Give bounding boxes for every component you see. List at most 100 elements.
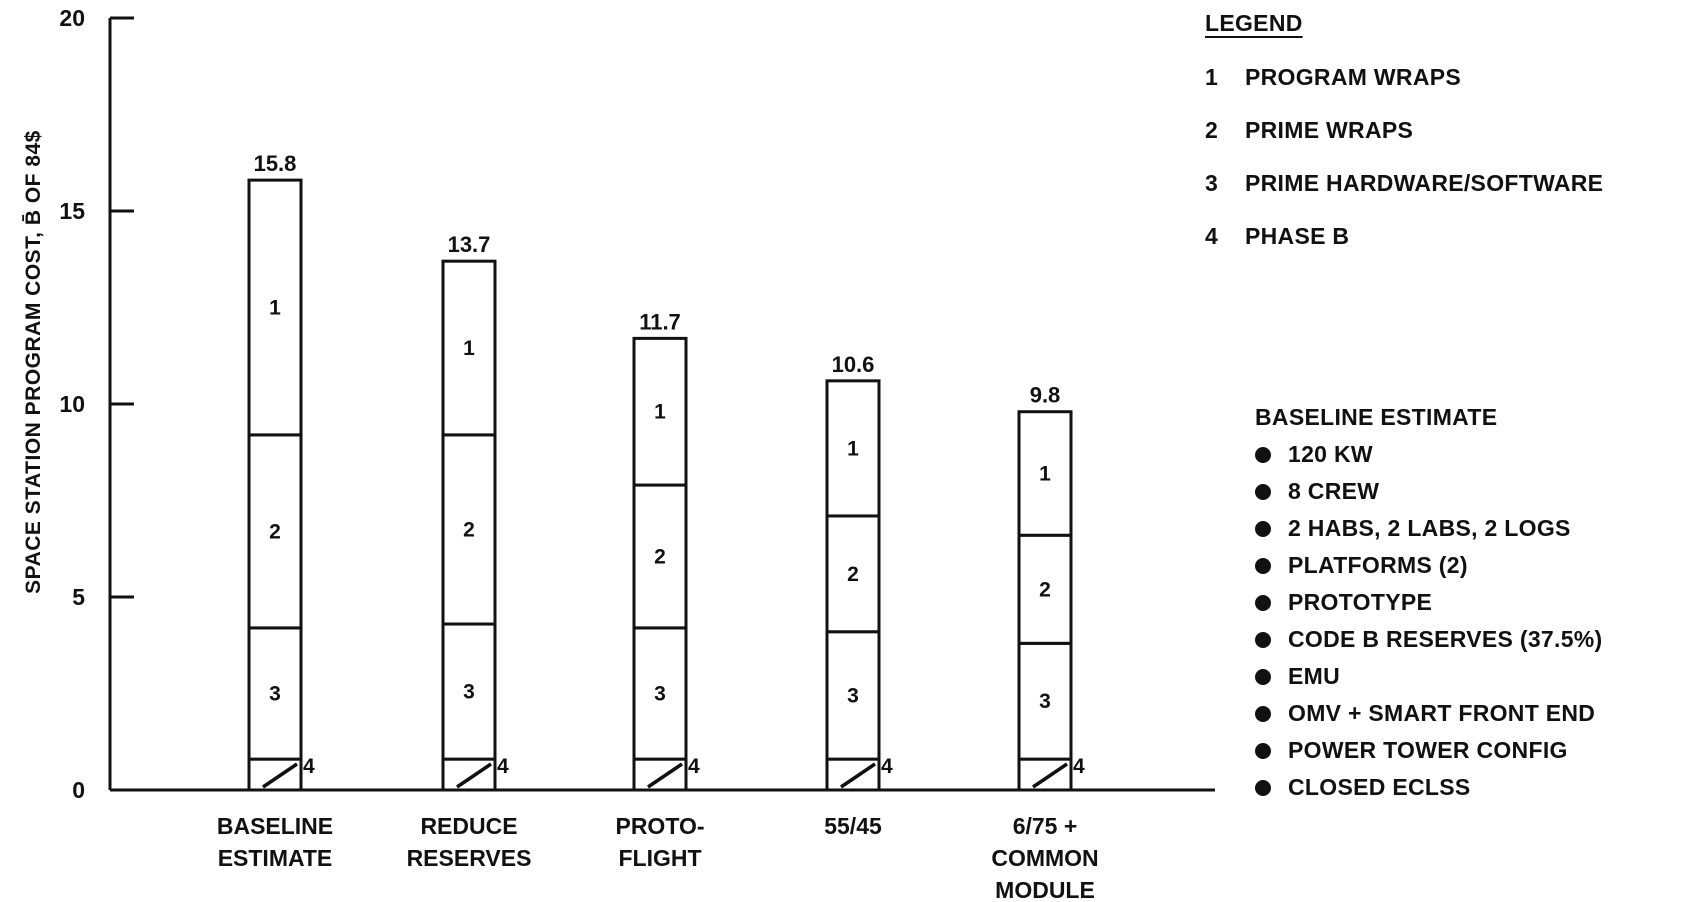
segment-label: 3 (463, 681, 475, 704)
bar-segment (1017, 757, 1073, 792)
legend-item: 1 PROGRAM WRAPS (1205, 51, 1603, 104)
segment-label: 4 (303, 755, 315, 778)
legend-label: PRIME HARDWARE/SOFTWARE (1245, 170, 1604, 196)
legend-key: 3 (1205, 170, 1219, 196)
bar-total-label: 10.6 (832, 352, 875, 377)
bar-segment (632, 336, 688, 487)
legend-label: PHASE B (1245, 223, 1350, 249)
bar-total-label: 9.8 (1030, 383, 1061, 408)
baseline-item: EMU (1255, 658, 1603, 695)
baseline-item: CLOSED ECLSS (1255, 769, 1603, 806)
segment-label: 4 (1073, 755, 1085, 778)
segment-pointer (840, 762, 876, 789)
segment-pointer (1032, 762, 1068, 789)
bar-segment (441, 259, 497, 437)
baseline-item: CODE B RESERVES (37.5%) (1255, 621, 1603, 658)
x-tick-label: MODULE (995, 877, 1095, 902)
segment-label: 1 (847, 437, 859, 460)
baseline-item: PLATFORMS (2) (1255, 547, 1603, 584)
baseline-item-text: CODE B RESERVES (37.5%) (1288, 626, 1603, 652)
segment-label: 3 (1039, 690, 1051, 713)
x-tick-label: RESERVES (407, 845, 532, 871)
baseline-item: 2 HABS, 2 LABS, 2 LOGS (1255, 510, 1603, 547)
bullet-icon (1255, 483, 1271, 500)
y-tick-label: 20 (59, 5, 85, 31)
bar-stack: 4 3 2 1 11.7 (632, 309, 700, 792)
baseline-item: 120 KW (1255, 436, 1603, 473)
bar-total-label: 13.7 (448, 232, 491, 257)
bar-total-label: 15.8 (254, 151, 297, 176)
x-tick-label: PROTO- (615, 813, 704, 839)
segment-label: 2 (847, 563, 859, 586)
segment-label: 2 (654, 545, 666, 568)
segment-label: 4 (497, 755, 509, 778)
bar-segment (825, 630, 881, 761)
baseline-item: 8 CREW (1255, 473, 1603, 510)
baseline-item-text: EMU (1288, 663, 1341, 689)
segment-label: 3 (847, 684, 859, 707)
y-tick-label: 0 (72, 777, 85, 803)
x-tick-label: FLIGHT (618, 845, 701, 871)
segment-pointer (456, 762, 492, 789)
bullet-icon (1255, 631, 1271, 648)
x-tick-label: BASELINE (217, 813, 333, 839)
segment-label: 3 (269, 683, 281, 706)
bullet-icon (1255, 594, 1271, 611)
baseline-item-text: OMV + SMART FRONT END (1288, 700, 1596, 726)
bar-segment (632, 626, 688, 761)
baseline-item: PROTOTYPE (1255, 584, 1603, 621)
bar-stack: 4 3 2 1 9.8 (1017, 383, 1085, 792)
bar-segment (247, 178, 303, 437)
x-tick-label: ESTIMATE (218, 845, 333, 871)
bar-segment (632, 757, 688, 792)
bars: 4 3 2 1 15.8 4 3 2 1 13.7 4 3 2 1 11.7 4 3 2 1 10.6 4 3 2 1 9.8 (247, 151, 1085, 792)
x-tick-label: 55/45 (824, 813, 882, 839)
segment-label: 3 (654, 683, 666, 706)
bullet-icon (1255, 668, 1271, 685)
segment-label: 4 (881, 755, 893, 778)
baseline-item-text: POWER TOWER CONFIG (1288, 737, 1568, 763)
legend-item: 2 PRIME WRAPS (1205, 104, 1603, 157)
legend-label: PRIME WRAPS (1245, 117, 1414, 143)
bullet-icon (1255, 520, 1271, 537)
x-axis-labels: BASELINE ESTIMATE REDUCE RESERVES PROTO- FLIG… (217, 813, 1099, 902)
legend-label: PROGRAM WRAPS (1245, 64, 1462, 90)
baseline-item-text: CLOSED ECLSS (1288, 774, 1471, 800)
baseline-item-text: 2 HABS, 2 LABS, 2 LOGS (1288, 515, 1571, 541)
bar-segment (441, 622, 497, 761)
segment-label: 1 (463, 337, 475, 360)
bar-segment (632, 483, 688, 630)
x-tick-label: REDUCE (420, 813, 517, 839)
segment-label: 1 (1039, 462, 1051, 485)
y-tick-label: 15 (59, 198, 85, 224)
baseline-item: POWER TOWER CONFIG (1255, 732, 1603, 769)
bullet-icon (1255, 557, 1271, 574)
bar-total-label: 11.7 (639, 309, 681, 334)
bar-segment (441, 433, 497, 626)
bullet-icon (1255, 705, 1271, 722)
legend-item: 3 PRIME HARDWARE/SOFTWARE (1205, 157, 1603, 210)
legend-key: 2 (1205, 117, 1219, 143)
legend-item: 4 PHASE B (1205, 210, 1603, 263)
bar-stack: 4 3 2 1 10.6 (825, 352, 893, 792)
y-tick-label: 10 (59, 391, 85, 417)
legend: LEGEND 1 PROGRAM WRAPS 2 PRIME WRAPS 3 P… (1205, 10, 1603, 263)
bar-segment (825, 379, 881, 518)
bar-segment (441, 757, 497, 792)
segment-label: 2 (463, 518, 475, 541)
segment-label: 2 (269, 520, 281, 543)
segment-pointer (262, 762, 298, 789)
segment-pointer (647, 762, 683, 789)
segment-label: 4 (688, 755, 700, 778)
baseline-item: OMV + SMART FRONT END (1255, 695, 1603, 732)
bar-stack: 4 3 2 1 15.8 (247, 151, 315, 792)
bullet-icon (1255, 742, 1271, 759)
baseline-item-text: 8 CREW (1288, 478, 1380, 504)
x-tick-label: 6/75 + (1013, 813, 1078, 839)
bar-segment (1017, 410, 1073, 537)
bar-segment (1017, 641, 1073, 761)
segment-label: 1 (269, 297, 281, 320)
bar-segment (247, 626, 303, 761)
baseline-title: BASELINE ESTIMATE (1255, 404, 1498, 430)
